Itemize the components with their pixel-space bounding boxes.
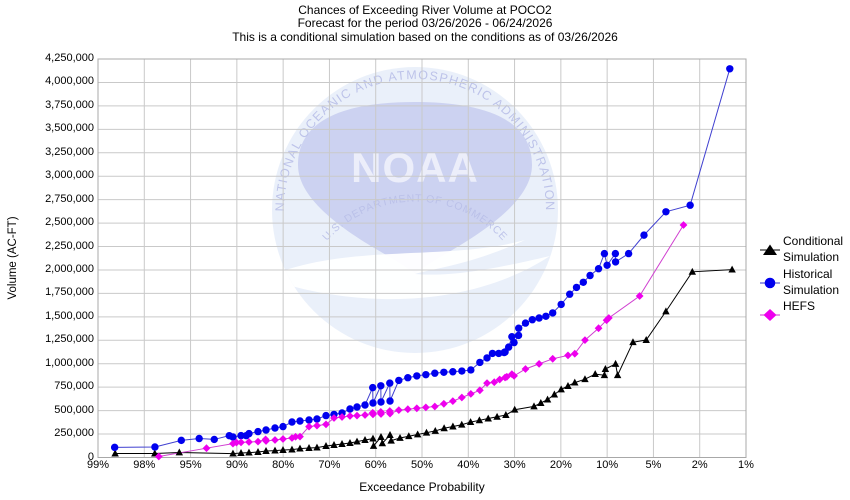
svg-text:NOAA: NOAA [351, 144, 479, 191]
